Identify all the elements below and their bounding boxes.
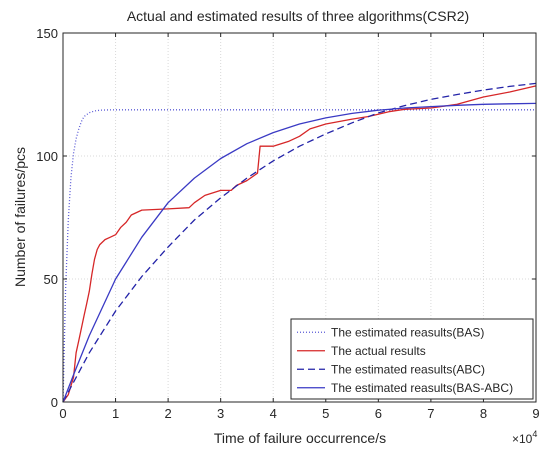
x-tick-label: 4	[270, 406, 277, 421]
x-tick-label: 6	[375, 406, 382, 421]
series-line-3	[62, 82, 537, 403]
x-tick-label: 9	[532, 406, 539, 421]
legend: The estimated reasults(BAS) The actual re…	[290, 318, 534, 400]
x-tick-label: 5	[322, 406, 329, 421]
x-tick-label: 1	[112, 406, 119, 421]
x-tick-label: 7	[427, 406, 434, 421]
y-tick-label: 50	[44, 272, 58, 287]
x-exponent-label: ×104	[512, 429, 537, 446]
x-tick-label: 8	[480, 406, 487, 421]
y-tick-label: 100	[36, 149, 58, 164]
plot-border	[62, 32, 537, 403]
chart-title: Actual and estimated results of three al…	[127, 8, 469, 24]
grid	[63, 33, 536, 402]
y-tick-label: 150	[36, 26, 58, 41]
x-exponent-power: 4	[532, 429, 537, 439]
y-axis-label: Number of failures/pcs	[12, 147, 28, 287]
series-layer	[62, 82, 537, 403]
legend-entry: The estimated reasults(ABC)	[331, 362, 485, 376]
series-line-4	[62, 102, 537, 403]
x-tick-label: 0	[59, 406, 66, 421]
legend-entry: The estimated reasults(BAS-ABC)	[331, 381, 513, 395]
legend-box	[290, 318, 534, 400]
ticks: 0 1 2 3 4 5 6 7 8 9 0 50 100 150	[36, 26, 539, 421]
x-axis-label: Time of failure occurrence/s	[214, 430, 386, 446]
x-tick-label: 3	[217, 406, 224, 421]
series-line-1	[62, 109, 536, 403]
legend-entry: The estimated reasults(BAS)	[331, 325, 484, 339]
x-tick-label: 2	[164, 406, 171, 421]
x-exponent-base: ×10	[512, 432, 533, 446]
legend-entry: The actual results	[331, 344, 426, 358]
y-tick-label: 0	[51, 395, 58, 410]
